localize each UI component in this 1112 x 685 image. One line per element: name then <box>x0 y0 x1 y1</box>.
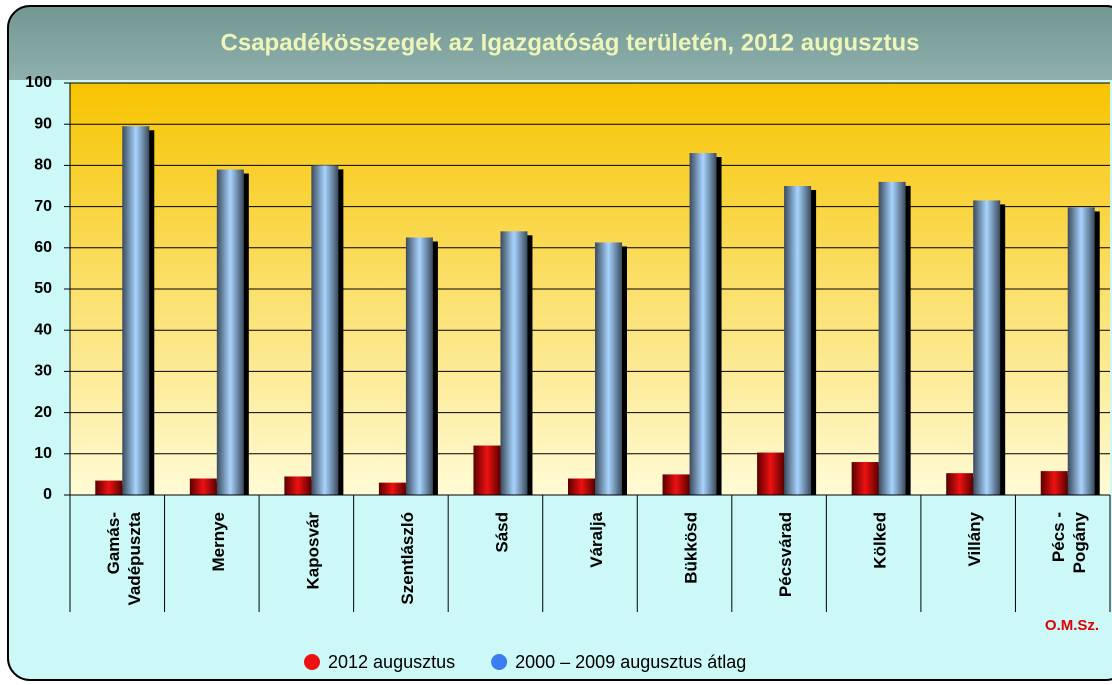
y-tick-label: 80 <box>34 157 52 174</box>
x-tick-label: Gamás- Vadépuszta <box>104 511 144 605</box>
panel-border <box>7 5 1112 681</box>
bar <box>689 153 717 496</box>
bar <box>473 445 501 495</box>
bar <box>405 237 433 495</box>
bar <box>757 452 785 495</box>
x-tick-label: Kaposvár <box>304 512 323 590</box>
chart-title: Csapadékösszegek az Igazgatóság területé… <box>221 29 920 56</box>
y-tick-label: 70 <box>34 198 52 215</box>
bar <box>946 473 974 495</box>
x-tick-label: Váralja <box>587 511 606 567</box>
bar <box>595 242 622 495</box>
y-tick-label: 30 <box>34 363 52 380</box>
bar <box>1067 207 1095 495</box>
y-tick-label: 0 <box>43 486 52 503</box>
bar <box>851 462 879 495</box>
bar <box>311 165 339 495</box>
bar <box>662 474 690 495</box>
x-tick-label: Szentlászló <box>398 512 417 605</box>
legend-marker <box>491 654 508 670</box>
y-tick-label: 100 <box>25 74 52 91</box>
bar <box>95 480 123 495</box>
x-tick-label: Pécs - Pogány <box>1050 511 1090 573</box>
bar <box>216 169 244 495</box>
legend: 2012 augusztus 2000 – 2009 augusztus átla… <box>304 652 746 672</box>
bar <box>284 476 312 495</box>
x-tick-label: Mernye <box>209 512 228 572</box>
bar <box>189 478 217 495</box>
bar <box>878 181 906 495</box>
bar <box>973 200 1001 496</box>
annotation: O.M.Sz. <box>1045 617 1099 634</box>
legend-label: 2000 – 2009 augusztus átlag <box>515 652 746 672</box>
x-tick-label: Kölked <box>871 512 890 569</box>
bar <box>122 126 150 495</box>
y-tick-label: 90 <box>34 115 52 132</box>
x-tick-label: Pécsvárad <box>777 512 796 597</box>
y-tick-label: 40 <box>34 321 52 338</box>
y-tick-label: 60 <box>34 239 52 256</box>
bar <box>784 186 812 495</box>
title-bg <box>8 6 1112 80</box>
bar <box>500 231 528 495</box>
y-tick-label: 20 <box>34 404 52 421</box>
x-tick-label: Bükkösd <box>682 512 701 584</box>
legend-label: 2012 augusztus <box>328 652 455 672</box>
x-tick-label: Sásd <box>493 512 512 553</box>
bar <box>1040 471 1068 495</box>
bar <box>568 478 595 495</box>
y-tick-label: 10 <box>34 445 52 462</box>
legend-marker <box>304 654 320 670</box>
bar <box>378 482 406 495</box>
x-tick-label: Villány <box>966 511 985 566</box>
y-tick-label: 50 <box>34 280 52 297</box>
